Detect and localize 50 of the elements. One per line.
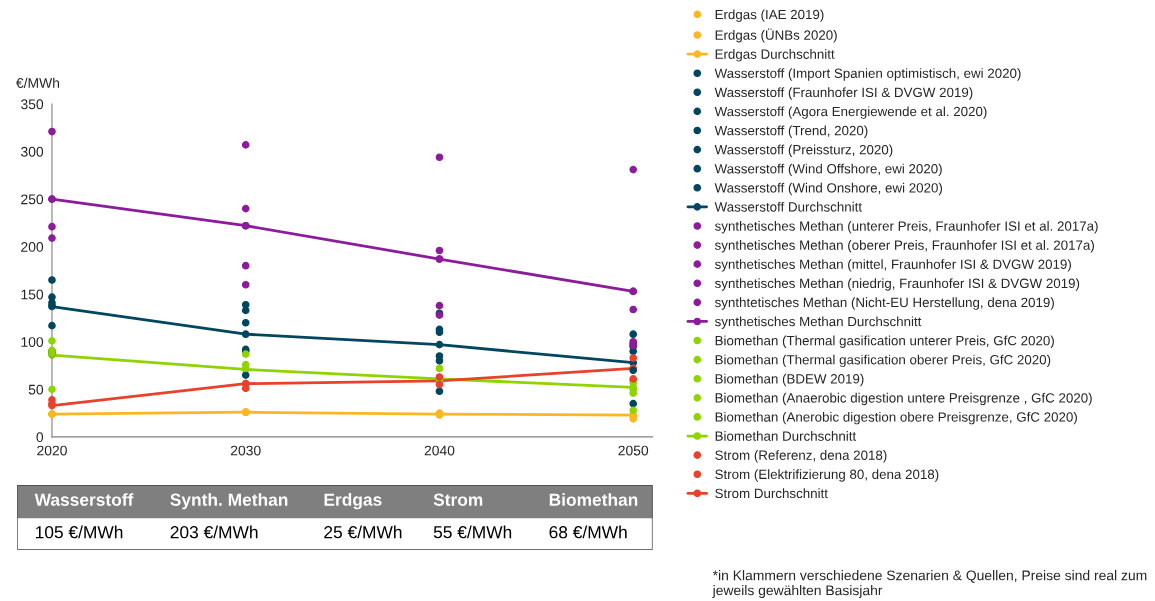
text: Biomethan: [549, 493, 638, 506]
legend-label: Strom (Referenz, dena 2018): [715, 450, 887, 463]
legend-label: Wasserstoff (Trend, 2020): [714, 125, 868, 138]
y-tick-label: 300: [21, 146, 44, 157]
legend-label: Biomethan (Thermal gasification unterer Preis, GfC 2020): [715, 335, 1054, 348]
legend-label: Erdgas (ÜNBs 2020): [715, 28, 837, 43]
text: 203 €/MWh: [170, 525, 258, 539]
x-tick-label: 2050: [618, 445, 649, 456]
y-tick-label: 150: [21, 289, 44, 300]
legend-label: Biomethan (BDEW 2019): [715, 373, 864, 387]
legend-label: Biomethan (Thermal gasification oberer Preis, GfC 2020): [715, 354, 1051, 368]
x-tick-label: 2020: [37, 445, 67, 456]
text: *in Klammern verschiedene Szenarien & Quellen, Preise sind real zum jeweils gewählten Basisjahr: [712, 570, 1147, 598]
legend-label: synthetisches Methan (mittel, Fraunhofer ISI & DVGW 2019): [714, 259, 1071, 272]
text: 68 €/MWh: [549, 525, 627, 539]
legend-label: synthtetisches Methan (Nicht-EU Herstellung, dena 2019): [714, 297, 1054, 310]
legend-label: Biomethan Durchschnitt: [715, 431, 857, 441]
x-tick-label: 2040: [424, 445, 455, 456]
text: Strom: [433, 493, 483, 506]
y-tick-label: 250: [21, 194, 44, 205]
legend-label: Strom (Elektrifizierung 80, dena 2018): [715, 469, 939, 482]
legend-label: Wasserstoff (Wind Offshore, ewi 2020): [714, 163, 942, 177]
y-tick-label: 50: [28, 384, 44, 395]
legend-label: Wasserstoff (Preissturz, 2020): [714, 144, 893, 158]
text: Erdgas: [324, 493, 382, 510]
text: 105 €/MWh: [35, 525, 123, 539]
text: 55 €/MWh: [433, 525, 512, 539]
legend-label: Wasserstoff (Wind Onshore, ewi 2020): [714, 182, 943, 196]
legend-label: Wasserstoff (Fraunhofer ISI & DVGW 2019): [714, 87, 973, 100]
legend-label: Strom Durchschnitt: [715, 488, 828, 499]
y-axis-title: €/MWh: [16, 77, 60, 88]
legend-label: Erdgas Durchschnitt: [715, 49, 835, 62]
legend-label: Biomethan (Anerobic digestion obere Preisgrenze, GfC 2020): [715, 411, 1077, 425]
legend-label: synthetisches Methan (niedrig, Fraunhofer ISI & DVGW 2019): [714, 278, 1080, 291]
y-tick-label: 350: [21, 99, 44, 110]
y-tick-label: 200: [21, 242, 44, 252]
legend-label: synthetisches Methan Durchschnitt: [714, 316, 922, 329]
text: Wasserstoff: [34, 493, 134, 506]
text: 25 €/MWh: [324, 525, 402, 539]
legend-label: Erdgas (IAE 2019): [715, 9, 824, 22]
legend-label: synthetisches Methan (unterer Preis, Fraunhofer ISI et al. 2017a): [714, 220, 1098, 234]
legend-label: Wasserstoff (Agora Energiewende et al. 2020): [714, 106, 987, 119]
legend-label: Wasserstoff Durchschnitt: [714, 201, 862, 212]
text: Synth. Methan: [170, 493, 288, 510]
x-tick-label: 2030: [230, 445, 261, 456]
legend-label: Wasserstoff (Import Spanien optimistisch, ewi 2020): [714, 68, 1021, 81]
legend-label: Biomethan (Anaerobic digestion untere Preisgrenze , GfC 2020): [715, 392, 1092, 406]
legend-label: synthetisches Methan (oberer Preis, Fraunhofer ISI et al. 2017a): [714, 240, 1094, 253]
y-tick-label: 100: [21, 337, 44, 347]
y-tick-label: 0: [36, 432, 44, 443]
